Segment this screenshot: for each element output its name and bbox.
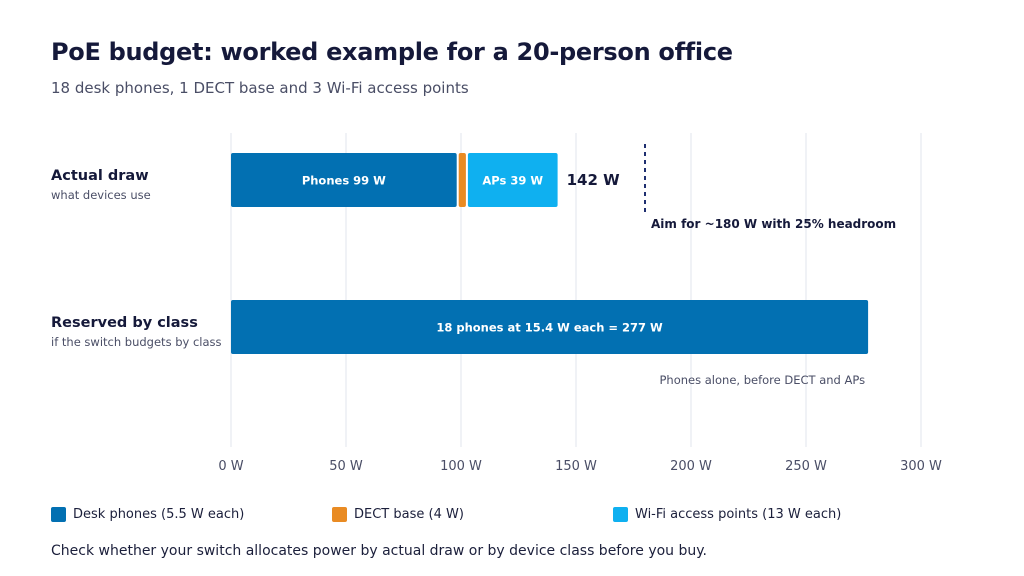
x-tick-label: 200 W [670,459,712,474]
category-sublabel: what devices use [51,188,151,202]
legend-label: DECT base (4 W) [354,506,464,522]
footnote: Check whether your switch allocates powe… [51,543,707,559]
category-label: Reserved by class [51,315,198,331]
legend-item: DECT base (4 W) [332,506,464,522]
x-tick-label: 250 W [785,459,827,474]
x-tick-label: 300 W [900,459,942,474]
annotation: Phones alone, before DECT and APs [659,373,865,387]
legend-swatch [51,506,66,522]
bar-segment [231,300,869,354]
x-tick-label: 50 W [329,459,363,474]
bar-segment [458,153,466,207]
chart-subtitle: 18 desk phones, 1 DECT base and 3 Wi-Fi … [51,79,469,97]
poe-budget-chart: 0 W 50 W 100 W 150 W 200 W 250 W 300 W Actual d… [51,133,942,474]
category-sublabel: if the switch budgets by class [51,335,222,349]
bar-label: APs 39 W [482,174,543,188]
legend-item: Desk phones (5.5 W each) [51,506,244,522]
bar-segment [467,153,558,207]
legend-swatch [332,506,347,522]
x-tick-label: 100 W [440,459,482,474]
legend-item: Wi-Fi access points (13 W each) [613,506,841,522]
bar-label: Phones 99 W [302,174,386,188]
legend-swatch [613,506,628,522]
x-tick-label: 0 W [218,459,243,474]
bar-label: 18 phones at 15.4 W each = 277 W [436,321,663,335]
reference-label: Aim for ~180 W with 25% headroom [651,217,896,231]
x-tick-label: 150 W [555,459,597,474]
bar-segment [231,153,457,207]
category-label: Actual draw [51,168,149,184]
legend-label: Desk phones (5.5 W each) [73,506,245,522]
chart-title: PoE budget: worked example for a 20-pers… [51,38,733,66]
legend-label: Wi-Fi access points (13 W each) [635,506,842,522]
total-label: 142 W [567,171,621,189]
